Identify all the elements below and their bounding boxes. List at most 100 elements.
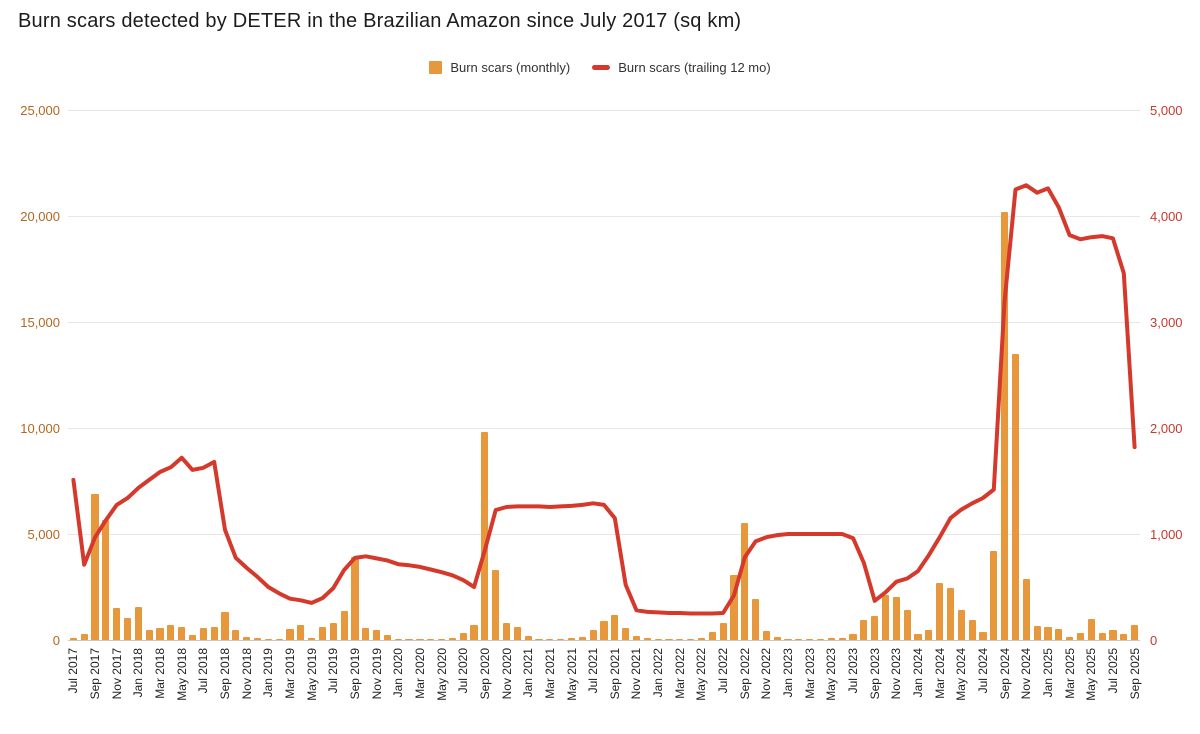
bar [221,612,229,640]
legend-label-monthly: Burn scars (monthly) [450,60,571,75]
gridline [68,321,1140,323]
x-axis-tick-label: Sep 2023 [867,648,882,700]
bar [654,638,662,640]
x-axis-tick-label: Jan 2025 [1040,648,1055,698]
bar [178,627,186,640]
x-axis-tick-label: Nov 2019 [369,648,384,700]
bar [459,633,467,640]
bar [253,638,262,640]
bar [741,523,749,640]
x-axis-tick-label: Jul 2019 [326,648,341,694]
bar [318,627,327,640]
bar [199,627,207,640]
x-axis-tick-label: Jul 2018 [196,648,211,694]
x-axis-tick-label: Sep 2021 [607,648,622,700]
bar [1087,619,1095,640]
bar [308,638,316,640]
bar [751,598,760,640]
bar [665,639,673,640]
x-axis-tick-label: May 2020 [434,648,449,701]
gridline [68,215,1140,217]
x-axis-tick-label: Jul 2023 [846,648,861,694]
x-axis-tick-label: Jan 2024 [911,648,926,698]
bar [697,637,706,640]
bar [881,595,890,640]
x-axis-tick-label: Jan 2019 [261,648,276,698]
bar [492,570,500,640]
bar [860,620,868,640]
x-axis-tick-label: Mar 2020 [412,648,427,699]
x-axis-tick-label: Nov 2023 [889,648,904,700]
bar [946,588,955,640]
bar [632,635,641,640]
legend-item-monthly: Burn scars (monthly) [429,60,570,75]
bar [167,625,175,640]
bar [676,638,684,640]
bar [1001,211,1009,640]
bar [806,638,814,640]
bar [243,637,251,640]
bar [123,617,132,640]
left-axis-tick-label: 0 [52,632,60,648]
bar [470,625,478,640]
bar [546,638,554,640]
x-axis-tick-label: Jan 2021 [521,648,536,698]
x-axis-tick-label: Sep 2020 [477,648,492,700]
bar [481,432,489,640]
bar [427,638,435,640]
bar [990,550,998,640]
bar [156,627,164,640]
bar [69,638,77,640]
x-axis-tick-label: Nov 2021 [629,648,644,700]
bar [394,638,402,640]
bar [286,628,294,640]
bar [567,638,576,640]
trailing-12mo-polyline [71,183,1137,616]
gridline [68,109,1140,111]
x-axis-tick-label: Nov 2018 [239,648,254,700]
gridline [68,427,1140,429]
bar [762,631,770,640]
bar [145,630,153,640]
bar [1055,628,1063,640]
gridline [68,533,1140,535]
bar [102,520,110,640]
bar [524,635,532,640]
bar [979,631,987,640]
x-axis-tick-label: May 2023 [824,648,839,701]
bar [1130,625,1139,640]
bar [622,627,630,640]
bar [557,638,565,640]
bar [957,610,965,640]
bar [795,639,803,640]
bar [329,623,337,640]
x-axis-tick-label: May 2021 [564,648,579,701]
right-axis-tick-label: 5,000 [1150,102,1183,118]
bar [113,608,121,640]
left-axis-tick-label: 10,000 [20,420,60,436]
bar [1022,578,1030,640]
bar [232,630,240,640]
bar [1098,633,1106,640]
x-axis-tick-label: Nov 2022 [759,648,774,700]
bar [589,630,597,640]
bar [383,634,392,640]
x-axis-tick-label: Jan 2020 [391,648,406,698]
x-axis-tick-label: Jul 2024 [975,648,990,694]
bar [351,557,359,640]
right-axis-tick-label: 3,000 [1150,314,1183,330]
x-axis-tick-label: Mar 2022 [672,648,687,699]
bar [437,638,446,640]
bar [1011,353,1020,640]
right-axis-tick-label: 4,000 [1150,208,1183,224]
x-axis-tick-label: May 2022 [694,648,709,701]
x-axis-tick-label: Jul 2025 [1105,648,1120,694]
bar [1109,630,1117,640]
x-axis-tick-label: Nov 2024 [1019,648,1034,700]
bar [340,610,348,640]
bar [535,638,543,640]
right-axis-tick-label: 2,000 [1150,420,1183,436]
bar [1066,636,1074,640]
